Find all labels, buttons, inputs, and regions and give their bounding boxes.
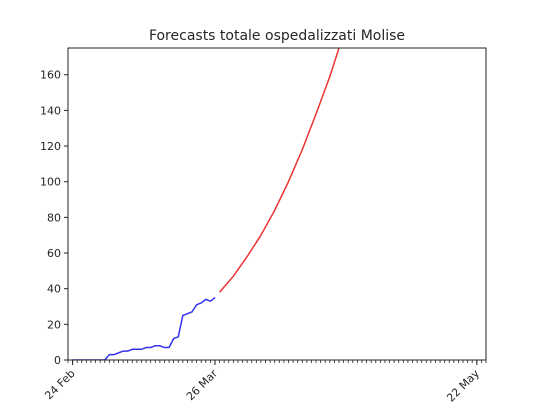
x-tick-label: 24 Feb — [42, 367, 77, 402]
y-tick-label: 0 — [54, 354, 61, 367]
y-tick-label: 60 — [47, 247, 61, 260]
x-tick-label: 22 May — [444, 367, 482, 405]
x-axis: 24 Feb 26 Mar 22 May — [42, 360, 487, 405]
y-tick-label: 40 — [47, 283, 61, 296]
y-tick-label: 140 — [40, 104, 61, 117]
y-axis: 0 20 40 60 80 100 120 140 160 — [40, 69, 68, 367]
y-tick-label: 100 — [40, 176, 61, 189]
y-tick-label: 20 — [47, 318, 61, 331]
x-tick-label: 26 Mar — [184, 367, 221, 404]
y-tick-label: 160 — [40, 69, 61, 82]
plot-frame — [67, 47, 487, 361]
y-tick-label: 120 — [40, 140, 61, 153]
chart-title: Forecasts totale ospedalizzati Molise — [149, 28, 405, 44]
series-line-1 — [72, 297, 216, 360]
series-line-2 — [219, 48, 340, 293]
series-group — [72, 48, 340, 360]
y-tick-label: 80 — [47, 211, 61, 224]
